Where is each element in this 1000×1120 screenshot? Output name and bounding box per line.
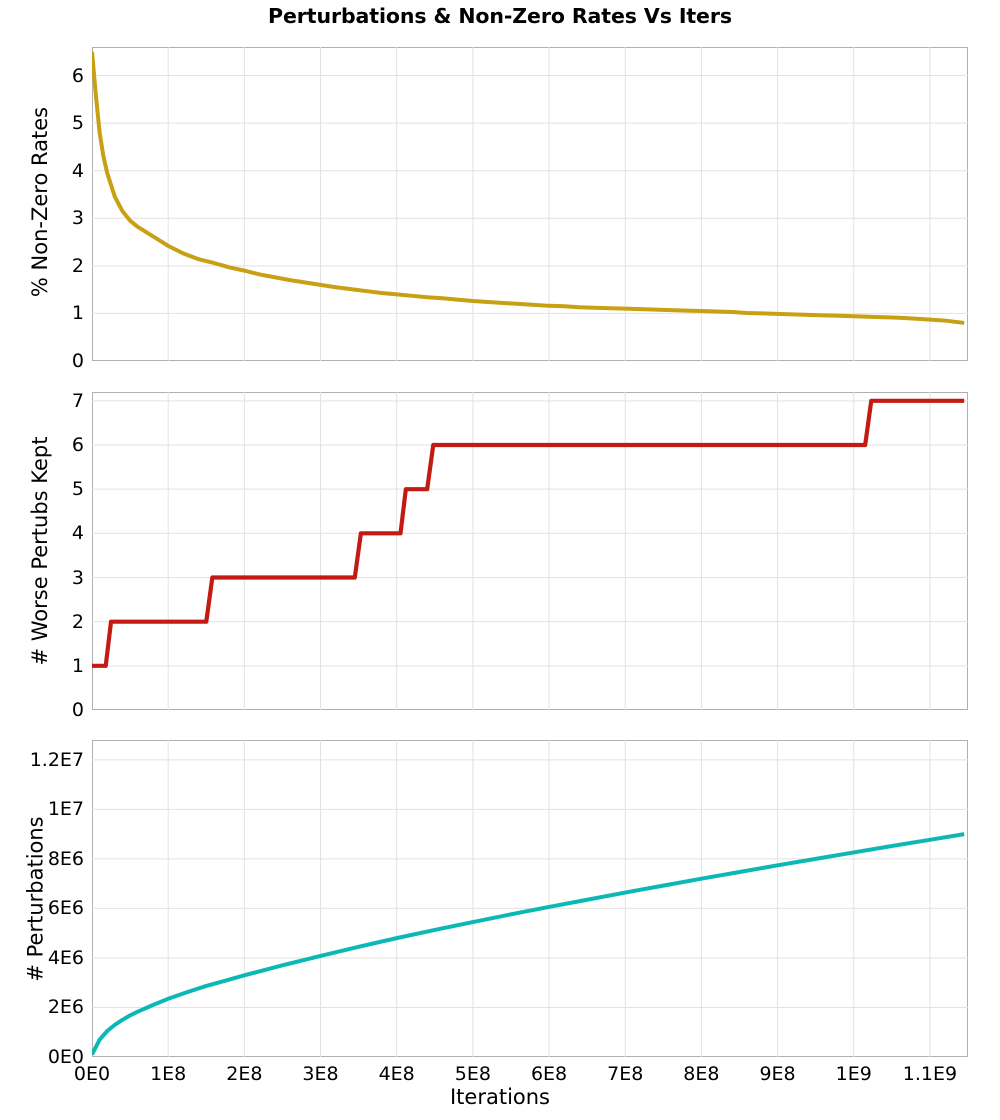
y-tick-label: 5 [71, 478, 84, 501]
y-tick-label: 1 [71, 302, 84, 325]
x-tick-label: 3E8 [302, 1063, 339, 1085]
panel-worse-perturbs-kept [92, 392, 968, 710]
y-tick-label: 6 [71, 64, 84, 87]
y-tick-label: 0E0 [47, 1046, 84, 1068]
y-tick-label: 4E6 [47, 946, 84, 969]
x-tick-label: 4E8 [378, 1063, 415, 1085]
y-tick-label: 1E7 [47, 798, 84, 821]
plot-canvas-1 [92, 47, 968, 361]
y-tick-label: 1.2E7 [29, 748, 84, 771]
x-tick-label: 2E8 [226, 1063, 263, 1085]
y-tick-label: 6 [71, 434, 84, 456]
plot-frame-1 [92, 47, 968, 361]
y-tick-label: 5 [71, 112, 84, 135]
plot-canvas-2 [92, 392, 968, 710]
x-axis-label: Iterations [449, 1085, 551, 1109]
plot-frame-3 [92, 740, 968, 1057]
x-tick-label: 0E0 [73, 1063, 111, 1085]
data-series-line [92, 398, 965, 668]
x-tick-label: 1E8 [150, 1063, 187, 1085]
page-title: Perturbations & Non-Zero Rates Vs Iters [268, 4, 732, 28]
x-tick-label: 1.1E9 [902, 1063, 958, 1085]
panel-non-zero-rates [92, 47, 968, 361]
y-tick-label: 2 [71, 254, 84, 277]
y-tick-label: 0 [71, 699, 84, 721]
x-tick-label: 1E9 [835, 1063, 872, 1085]
panel-perturbations [92, 740, 968, 1057]
data-series-line [92, 51, 965, 325]
y-tick-label: 7 [71, 389, 84, 412]
y-tick-label: 1 [71, 654, 84, 677]
x-tick-label: 9E8 [759, 1063, 796, 1085]
y-tick-label: 3 [71, 207, 84, 230]
y-tick-label: 4 [71, 159, 84, 182]
x-tick-label: 6E8 [530, 1063, 568, 1085]
plot-canvas-3 [92, 740, 968, 1057]
y-tick-label: 2 [71, 610, 84, 633]
y-tick-label: 0 [71, 350, 84, 372]
y-tick-label: 6E6 [47, 897, 84, 920]
data-series-line [92, 832, 965, 1056]
y-tick-label: 8E6 [47, 847, 84, 870]
x-tick-label: 7E8 [607, 1063, 644, 1085]
y-tick-label: 4 [71, 522, 84, 545]
y-tick-label: 3 [71, 566, 84, 589]
y-tick-label: 2E6 [47, 996, 84, 1019]
x-tick-label: 5E8 [454, 1063, 491, 1085]
x-tick-label: 8E8 [683, 1063, 720, 1085]
